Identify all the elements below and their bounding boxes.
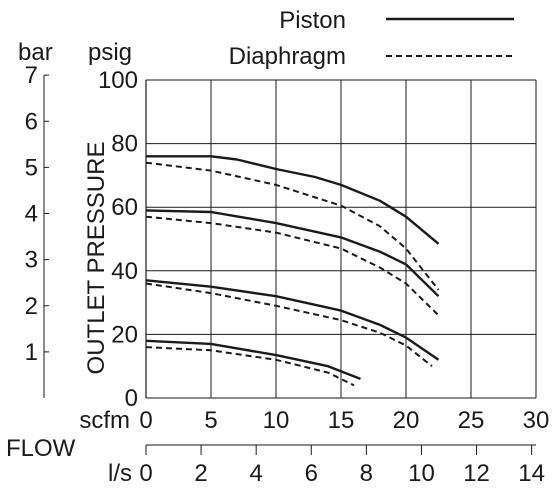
- scfm-tick-label: 20: [393, 407, 420, 434]
- psig-tick-label: 40: [111, 258, 138, 285]
- legend-piston-label: Piston: [279, 7, 346, 34]
- legend-diaphragm-label: Diaphragm: [229, 43, 346, 70]
- ls-tick-label: 14: [518, 460, 545, 487]
- scfm-tick-label: 5: [204, 407, 217, 434]
- bar-tick-label: 1: [25, 339, 38, 366]
- ls-tick-label: 8: [360, 460, 373, 487]
- piston-curve-4: [145, 339, 361, 381]
- ls-tick-label: 4: [250, 460, 263, 487]
- diaphragm-curve-3: [145, 282, 433, 367]
- scfm-tick-label: 30: [523, 407, 550, 434]
- bar-tick-label: 7: [25, 62, 38, 89]
- bar-tick-label: 5: [25, 154, 38, 181]
- piston-curve-1: [146, 155, 440, 245]
- scfm-tick-label: 15: [328, 407, 355, 434]
- scfm-tick-label: 10: [263, 407, 290, 434]
- psig-tick-label: 0: [125, 385, 138, 412]
- psig-tick-label: 60: [111, 194, 138, 221]
- scfm-tick-label: 0: [139, 407, 152, 434]
- ls-tick-label: 2: [194, 460, 207, 487]
- diaphragm-curve-2: [145, 215, 440, 317]
- psig-tick-label: 20: [111, 321, 138, 348]
- diaphragm-curve-4: [145, 346, 355, 387]
- ls-unit-label: l/s: [108, 460, 132, 487]
- ls-tick-label: 12: [463, 460, 490, 487]
- y-axis-title: OUTLET PRESSURE: [83, 142, 110, 375]
- scfm-unit-label: scfm: [79, 407, 130, 434]
- bar-tick-label: 2: [25, 293, 38, 320]
- psig-tick-label: 100: [98, 67, 138, 94]
- bar-tick-label: 3: [25, 247, 38, 274]
- ls-tick-label: 0: [139, 460, 152, 487]
- ls-tick-label: 6: [305, 460, 318, 487]
- bar-tick-label: 6: [25, 108, 38, 135]
- x-axis-title: FLOW: [6, 435, 76, 462]
- piston-curve-3: [145, 279, 440, 361]
- piston-curve-2: [145, 209, 440, 298]
- bar-unit-label: bar: [18, 39, 53, 66]
- diaphragm-curve-1: [145, 161, 440, 291]
- ls-tick-label: 10: [408, 460, 435, 487]
- psig-unit-label: psig: [88, 39, 132, 66]
- bar-tick-label: 4: [25, 201, 38, 228]
- psig-tick-label: 80: [111, 131, 138, 158]
- scfm-tick-label: 25: [458, 407, 485, 434]
